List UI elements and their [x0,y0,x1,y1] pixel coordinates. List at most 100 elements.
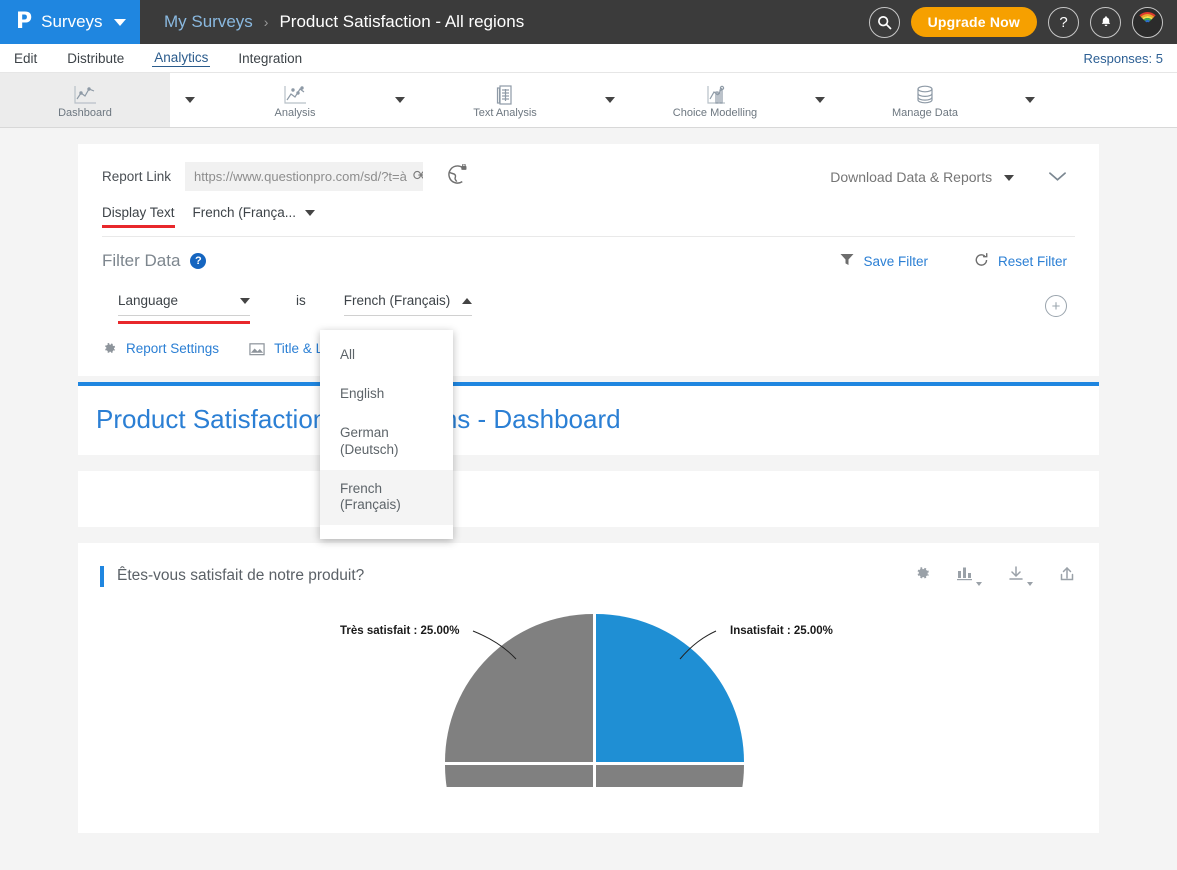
analytics-ribbon: Dashboard Analysis Text Analysis [0,73,1177,128]
share-icon[interactable] [1059,566,1075,586]
line-chart-icon [72,82,98,106]
language-filter-dropdown[interactable]: All English German (Deutsch) French (Fra… [320,330,453,540]
report-settings-button[interactable]: Report Settings [102,341,219,356]
leader-line-left [472,630,517,660]
pie-slices [445,614,744,870]
document-grid-icon [492,82,518,106]
chevron-down-icon [1027,582,1033,586]
chevron-down-icon [185,97,195,103]
report-settings-label: Report Settings [126,341,220,356]
display-text-row: Display Text French (França... [78,191,1099,228]
help-icon[interactable]: ? [1048,6,1079,38]
page-title: Product Satisfaction - All regions - Das… [96,404,621,434]
content-area: Report Link https://www.questionpro.com/… [0,128,1177,870]
ribbon-caret-text-analysis[interactable] [590,73,630,127]
dropdown-option-all[interactable]: All [340,347,356,362]
chart-question-row: Êtes-vous satisfait de notre produit? [78,565,1099,587]
download-data-reports-label: Download Data & Reports [830,168,993,185]
dropdown-option-french[interactable]: French (Français) [320,469,453,526]
ribbon-caret-dashboard[interactable] [170,73,210,127]
chevron-down-icon [605,97,615,103]
rainbow-avatar-icon [1136,11,1159,28]
ribbon-item-choice-modelling[interactable]: Choice Modelling [630,73,800,127]
report-link-value: https://www.questionpro.com/sd/?t=à [194,169,407,184]
chart-card: Êtes-vous satisfait de notre produit? [78,543,1099,870]
funnel-icon [840,253,854,269]
chart-question-text: Êtes-vous satisfait de notre produit? [117,567,365,584]
chevron-down-icon [1004,174,1014,181]
download-data-reports-button[interactable]: Download Data & Reports [830,169,1014,185]
chevron-down-icon [395,97,405,103]
responses-count: Responses: 5 [1083,50,1164,66]
gear-icon[interactable] [914,565,931,587]
download-controls: Download Data & Reports [830,166,1075,188]
nav-item-analytics[interactable]: Analytics [152,49,211,67]
questionpro-logo-icon: P [16,9,33,34]
report-link-row: Report Link https://www.questionpro.com/… [78,144,1099,191]
ribbon-label-manage-data: Manage Data [891,106,959,119]
avatar[interactable] [1132,6,1163,38]
breadcrumb: My Surveys › Product Satisfaction - All … [140,12,524,32]
filter-field-select[interactable]: Language [118,293,250,324]
gear-icon [102,341,117,356]
bell-icon[interactable] [1090,6,1121,38]
leader-line-right [679,630,717,660]
reset-filter-button[interactable]: Reset Filter [974,252,1067,270]
ribbon-caret-analysis[interactable] [380,73,420,127]
collapse-panel-icon[interactable] [1048,166,1067,188]
chevron-down-icon [240,297,250,304]
search-icon[interactable] [868,6,900,38]
empty-widget-card [78,471,1099,527]
brand-surveys-menu[interactable]: P Surveys [0,0,140,44]
link-icon[interactable] [413,168,424,186]
filter-data-title: Filter Data [102,251,181,270]
pie-slice-tres-satisfait [445,614,593,762]
display-language-select[interactable]: French (França... [193,205,316,224]
reset-filter-label: Reset Filter [997,253,1067,269]
dashboard-title-card: Product Satisfaction - All regions - Das… [78,382,1099,455]
pie-chart: Très satisfait : 25.00% Insatisfait : 25… [78,587,1099,870]
pie-slice-4 [596,765,744,870]
ribbon-item-dashboard[interactable]: Dashboard [0,73,170,127]
scatter-chart-icon [282,82,308,106]
section-nav: Edit Distribute Analytics Integration Re… [0,44,1177,73]
add-filter-button[interactable]: + [1045,295,1067,317]
bar-chart-icon[interactable] [957,566,982,586]
display-text-tab[interactable]: Display Text [102,205,175,228]
help-icon[interactable]: ? [190,253,207,269]
filter-value-select[interactable]: French (Français) [343,293,472,316]
ribbon-caret-manage-data[interactable] [1010,73,1050,127]
breadcrumb-my-surveys[interactable]: My Surveys [164,12,253,31]
brand-label: Surveys [41,12,103,31]
ribbon-item-manage-data[interactable]: Manage Data [840,73,1010,127]
filter-field-underline [118,321,250,324]
divider [102,236,1075,237]
save-filter-label: Save Filter [863,253,928,269]
save-filter-button[interactable]: Save Filter [840,253,928,269]
nav-item-integration[interactable]: Integration [238,50,303,66]
top-bar-actions: Upgrade Now ? [868,6,1177,38]
nav-item-edit[interactable]: Edit [14,50,38,66]
breadcrumb-current-survey: Product Satisfaction - All regions [279,12,525,31]
pie-label-insatisfait: Insatisfait : 25.00% [730,625,833,637]
report-panel: Report Link https://www.questionpro.com/… [78,144,1099,376]
filter-row: Language is French (Français) + [78,271,1099,324]
ribbon-caret-choice-modelling[interactable] [800,73,840,127]
report-settings-row: Report Settings Title & Logo Theme [78,324,1099,376]
globe-lock-icon[interactable] [447,162,468,190]
upgrade-now-button[interactable]: Upgrade Now [910,7,1037,37]
filter-value-text: French (Français) [343,293,451,308]
chevron-down-icon [1025,97,1035,103]
chevron-up-icon [461,297,472,304]
report-link-input[interactable]: https://www.questionpro.com/sd/?t=à [185,162,424,191]
pie-slice-3 [445,765,593,870]
nav-item-distribute[interactable]: Distribute [67,50,125,66]
dropdown-option-english[interactable]: English [340,385,385,401]
ribbon-item-text-analysis[interactable]: Text Analysis [420,73,590,127]
chevron-down-icon [815,97,825,103]
top-bar: P Surveys My Surveys › Product Satisfact… [0,0,1177,44]
download-icon[interactable] [1008,566,1033,586]
choice-chart-icon [702,82,728,106]
ribbon-item-analysis[interactable]: Analysis [210,73,380,127]
dropdown-option-german[interactable]: German (Deutsch) [340,424,399,457]
